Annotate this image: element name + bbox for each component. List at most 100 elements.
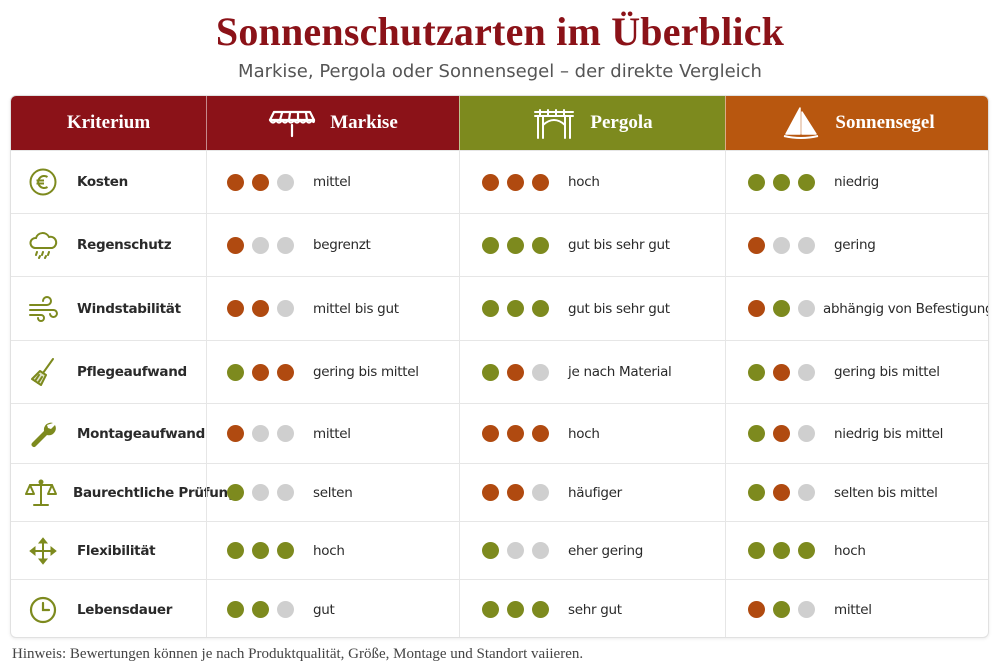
rating-dot-green <box>773 601 790 618</box>
criterion-cell: Regenschutz <box>11 214 206 276</box>
table-row: Kosten mittel hoch niedrig <box>11 150 988 213</box>
sonnensegel-rating-cell: mittel <box>725 580 988 637</box>
markise-rating-cell: selten <box>206 464 459 521</box>
rating-dot-gray <box>507 542 524 559</box>
rating-dot-green <box>482 236 499 254</box>
rating-text: begrenzt <box>313 237 371 253</box>
rating-text: mittel bis gut <box>313 300 399 317</box>
rating-dots <box>482 601 568 618</box>
criterion-label: Lebensdauer <box>77 601 173 618</box>
markise-rating-cell: mittel <box>206 404 459 463</box>
column-header-pergola-label: Pergola <box>590 112 653 133</box>
rating-dot-gray <box>252 484 269 501</box>
awning-icon <box>269 110 316 138</box>
rating-text: hoch <box>834 542 866 559</box>
rating-text: gering <box>834 237 876 253</box>
rating-dots <box>482 236 568 254</box>
table-row: Lebensdauer gut sehr gut mittel <box>11 579 988 637</box>
rating-dot-green <box>532 236 549 254</box>
rating-text: gut bis sehr gut <box>568 237 670 253</box>
rating-dots <box>748 363 834 381</box>
rating-dot-brown <box>227 173 244 191</box>
rating-dot-green <box>532 300 549 317</box>
rating-dot-green <box>227 601 244 618</box>
rating-text: hoch <box>313 542 345 559</box>
criterion-label: Flexibilität <box>77 542 156 559</box>
rating-dot-green <box>748 173 765 191</box>
rating-dot-green <box>532 601 549 618</box>
criterion-label: Baurechtliche Prüfung <box>73 484 238 501</box>
rating-dot-green <box>482 363 499 381</box>
markise-rating-cell: gering bis mittel <box>206 341 459 403</box>
sonnensegel-rating-cell: niedrig <box>725 151 988 213</box>
rating-dots <box>227 300 313 317</box>
rating-dot-brown <box>748 300 765 317</box>
rating-dot-brown <box>748 601 765 618</box>
criterion-cell: Pflegeaufwand <box>11 341 206 403</box>
pergola-rating-cell: hoch <box>459 151 725 213</box>
rating-text: gut <box>313 601 335 618</box>
footnote: Hinweis: Bewertungen können je nach Prod… <box>12 646 584 662</box>
rating-text: hoch <box>568 425 600 442</box>
rating-dot-brown <box>773 484 790 501</box>
rating-dots <box>227 601 313 618</box>
column-header-sonnensegel: Sonnensegel <box>725 96 988 150</box>
rating-dot-gray <box>773 236 790 254</box>
rating-text: mittel <box>313 174 351 190</box>
sonnensegel-rating-cell: gering <box>725 214 988 276</box>
rating-dot-gray <box>532 363 549 381</box>
pergola-rating-cell: gut bis sehr gut <box>459 214 725 276</box>
criterion-cell: Kosten <box>11 151 206 213</box>
rating-dot-gray <box>798 236 815 254</box>
criterion-label: Kosten <box>77 174 128 190</box>
criterion-cell: Flexibilität <box>11 522 206 579</box>
sonnensegel-rating-cell: hoch <box>725 522 988 579</box>
criterion-cell: Windstabilität <box>11 277 206 340</box>
pergola-rating-cell: hoch <box>459 404 725 463</box>
rating-dot-gray <box>252 425 269 442</box>
criterion-label: Pflegeaufwand <box>77 364 187 380</box>
rating-dot-green <box>277 542 294 559</box>
rating-dot-brown <box>482 425 499 442</box>
rating-dot-green <box>507 236 524 254</box>
rating-dot-brown <box>748 236 765 254</box>
rating-dots <box>748 300 823 317</box>
pergola-rating-cell: eher gering <box>459 522 725 579</box>
column-header-criterion-label: Kriterium <box>66 112 151 133</box>
criterion-cell: Baurechtliche Prüfung <box>11 464 238 521</box>
rating-text: sehr gut <box>568 601 622 618</box>
sonnensegel-rating-cell: gering bis mittel <box>725 341 988 403</box>
rating-dot-green <box>748 425 765 442</box>
rating-dot-green <box>798 542 815 559</box>
pergola-rating-cell: je nach Material <box>459 341 725 403</box>
rating-dot-brown <box>507 173 524 191</box>
sonnensegel-rating-cell: abhängig von Befestigung <box>725 277 989 340</box>
column-header-criterion: Kriterium <box>11 96 206 150</box>
rating-dot-gray <box>532 542 549 559</box>
rating-dot-brown <box>532 425 549 442</box>
page-subtitle: Markise, Pergola oder Sonnensegel – der … <box>238 61 762 82</box>
criterion-cell: Montageaufwand <box>11 404 206 463</box>
rating-dot-green <box>798 173 815 191</box>
rating-dots <box>482 363 568 381</box>
rating-text: selten bis mittel <box>834 484 938 501</box>
euro-icon <box>25 164 61 200</box>
broom-icon <box>25 354 61 390</box>
rating-dot-brown <box>252 173 269 191</box>
rating-dots <box>227 173 313 191</box>
rating-text: häufiger <box>568 484 622 501</box>
rating-dot-gray <box>798 484 815 501</box>
rating-dot-brown <box>252 300 269 317</box>
rating-dot-gray <box>252 236 269 254</box>
rating-text: abhängig von Befestigung <box>823 300 989 317</box>
table-row: Windstabilität mittel bis gut gut bis sehr… <box>11 276 989 340</box>
rating-dot-brown <box>507 425 524 442</box>
rating-dot-brown <box>252 363 269 381</box>
rating-dot-green <box>507 601 524 618</box>
rating-text: gering bis mittel <box>313 364 419 380</box>
rating-dot-green <box>227 363 244 381</box>
rating-dot-green <box>773 173 790 191</box>
criterion-label: Regenschutz <box>77 237 172 253</box>
pergola-icon <box>534 109 575 139</box>
rating-dot-green <box>227 542 244 559</box>
